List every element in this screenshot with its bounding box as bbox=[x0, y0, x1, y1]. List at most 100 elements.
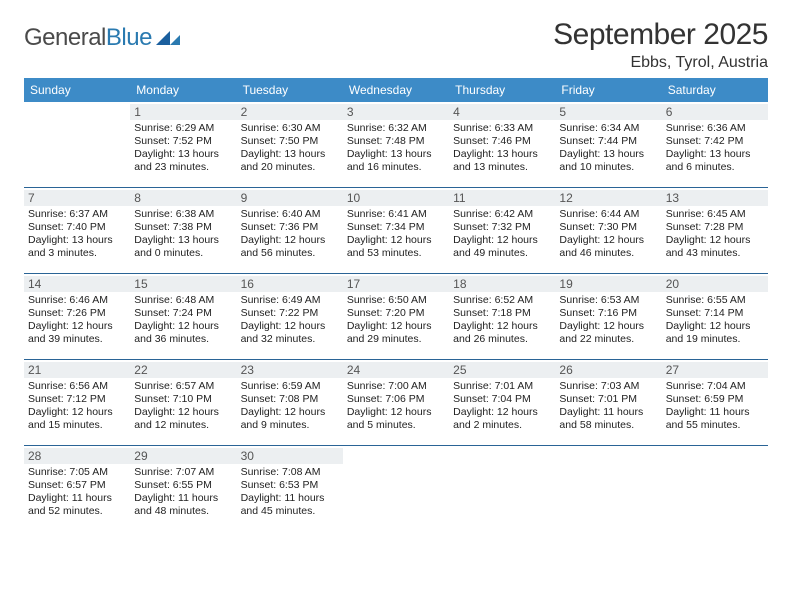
calendar-cell: 2Sunrise: 6:30 AMSunset: 7:50 PMDaylight… bbox=[237, 102, 343, 188]
day-info: Sunrise: 6:32 AMSunset: 7:48 PMDaylight:… bbox=[347, 122, 445, 175]
sunset-line: Sunset: 7:26 PM bbox=[28, 307, 126, 320]
sunrise-line: Sunrise: 7:07 AM bbox=[134, 466, 232, 479]
day-info: Sunrise: 7:04 AMSunset: 6:59 PMDaylight:… bbox=[666, 380, 764, 433]
sunrise-line: Sunrise: 7:01 AM bbox=[453, 380, 551, 393]
calendar-cell: 30Sunrise: 7:08 AMSunset: 6:53 PMDayligh… bbox=[237, 446, 343, 532]
calendar-cell: 14Sunrise: 6:46 AMSunset: 7:26 PMDayligh… bbox=[24, 274, 130, 360]
day-number: 11 bbox=[449, 190, 555, 206]
day-number: 19 bbox=[555, 276, 661, 292]
weekday-header: Sunday bbox=[24, 78, 130, 102]
header: GeneralBlue September 2025 Ebbs, Tyrol, … bbox=[24, 18, 768, 72]
logo-text: GeneralBlue bbox=[24, 24, 152, 52]
calendar-cell: 29 Sunrise: 7:07 AMSunset: 6:55 PMDayligh… bbox=[130, 446, 236, 532]
logo-word1: General bbox=[24, 24, 106, 51]
sunrise-line: Sunrise: 7:03 AM bbox=[559, 380, 657, 393]
day-info: Sunrise: 6:40 AMSunset: 7:36 PMDaylight:… bbox=[241, 208, 339, 261]
weekday-header: Thursday bbox=[449, 78, 555, 102]
daylight-line: Daylight: 12 hours and 49 minutes. bbox=[453, 234, 551, 260]
sunrise-line: Sunrise: 7:04 AM bbox=[666, 380, 764, 393]
day-number: 26 bbox=[555, 362, 661, 378]
calendar-cell: 19Sunrise: 6:53 AMSunset: 7:16 PMDayligh… bbox=[555, 274, 661, 360]
sunrise-line: Sunrise: 6:50 AM bbox=[347, 294, 445, 307]
day-number: 25 bbox=[449, 362, 555, 378]
sunset-line: Sunset: 6:53 PM bbox=[241, 479, 339, 492]
day-info: Sunrise: 6:48 AMSunset: 7:24 PMDaylight:… bbox=[134, 294, 232, 347]
day-info: Sunrise: 7:07 AMSunset: 6:55 PMDaylight:… bbox=[134, 466, 232, 519]
day-number: 29 bbox=[130, 448, 236, 464]
daylight-line: Daylight: 11 hours and 55 minutes. bbox=[666, 406, 764, 432]
calendar-cell: 8 Sunrise: 6:38 AMSunset: 7:38 PMDaylight… bbox=[130, 188, 236, 274]
day-number: 22 bbox=[130, 362, 236, 378]
daylight-line: Daylight: 12 hours and 22 minutes. bbox=[559, 320, 657, 346]
sunrise-line: Sunrise: 6:53 AM bbox=[559, 294, 657, 307]
day-info: Sunrise: 6:41 AMSunset: 7:34 PMDaylight:… bbox=[347, 208, 445, 261]
calendar-cell: 12Sunrise: 6:44 AMSunset: 7:30 PMDayligh… bbox=[555, 188, 661, 274]
calendar-cell: 25 Sunrise: 7:01 AMSunset: 7:04 PMDayligh… bbox=[449, 360, 555, 446]
daylight-line: Daylight: 13 hours and 20 minutes. bbox=[241, 148, 339, 174]
day-info: Sunrise: 7:01 AMSunset: 7:04 PMDaylight:… bbox=[453, 380, 551, 433]
day-number: 28 bbox=[24, 448, 130, 464]
daylight-line: Daylight: 11 hours and 48 minutes. bbox=[134, 492, 232, 518]
day-number: 1 bbox=[130, 104, 236, 120]
day-number: 27 bbox=[662, 362, 768, 378]
calendar-cell: 4Sunrise: 6:33 AMSunset: 7:46 PMDaylight… bbox=[449, 102, 555, 188]
daylight-line: Daylight: 13 hours and 16 minutes. bbox=[347, 148, 445, 174]
day-info: Sunrise: 6:42 AMSunset: 7:32 PMDaylight:… bbox=[453, 208, 551, 261]
day-number: 7 bbox=[24, 190, 130, 206]
sunset-line: Sunset: 6:57 PM bbox=[28, 479, 126, 492]
daylight-line: Daylight: 12 hours and 26 minutes. bbox=[453, 320, 551, 346]
weekday-header: Wednesday bbox=[343, 78, 449, 102]
day-info: Sunrise: 6:33 AMSunset: 7:46 PMDaylight:… bbox=[453, 122, 551, 175]
calendar-page: GeneralBlue September 2025 Ebbs, Tyrol, … bbox=[0, 0, 792, 532]
sunset-line: Sunset: 7:44 PM bbox=[559, 135, 657, 148]
sunset-line: Sunset: 7:24 PM bbox=[134, 307, 232, 320]
sunrise-line: Sunrise: 6:56 AM bbox=[28, 380, 126, 393]
sunset-line: Sunset: 7:20 PM bbox=[347, 307, 445, 320]
day-info: Sunrise: 7:00 AMSunset: 7:06 PMDaylight:… bbox=[347, 380, 445, 433]
daylight-line: Daylight: 13 hours and 6 minutes. bbox=[666, 148, 764, 174]
sunset-line: Sunset: 7:38 PM bbox=[134, 221, 232, 234]
day-info: Sunrise: 6:59 AMSunset: 7:08 PMDaylight:… bbox=[241, 380, 339, 433]
sunset-line: Sunset: 7:40 PM bbox=[28, 221, 126, 234]
day-number: 17 bbox=[343, 276, 449, 292]
daylight-line: Daylight: 12 hours and 39 minutes. bbox=[28, 320, 126, 346]
calendar-cell: 11 Sunrise: 6:42 AMSunset: 7:32 PMDayligh… bbox=[449, 188, 555, 274]
day-number: 6 bbox=[662, 104, 768, 120]
sunset-line: Sunset: 7:48 PM bbox=[347, 135, 445, 148]
sunrise-line: Sunrise: 6:49 AM bbox=[241, 294, 339, 307]
logo-word2: Blue bbox=[106, 24, 152, 51]
sunrise-line: Sunrise: 6:32 AM bbox=[347, 122, 445, 135]
location: Ebbs, Tyrol, Austria bbox=[553, 54, 768, 72]
sunrise-line: Sunrise: 7:00 AM bbox=[347, 380, 445, 393]
day-info: Sunrise: 6:52 AMSunset: 7:18 PMDaylight:… bbox=[453, 294, 551, 347]
sunrise-line: Sunrise: 6:42 AM bbox=[453, 208, 551, 221]
title-block: September 2025 Ebbs, Tyrol, Austria bbox=[553, 18, 768, 72]
daylight-line: Daylight: 12 hours and 46 minutes. bbox=[559, 234, 657, 260]
calendar-cell: 7Sunrise: 6:37 AMSunset: 7:40 PMDaylight… bbox=[24, 188, 130, 274]
sunset-line: Sunset: 7:42 PM bbox=[666, 135, 764, 148]
sunset-line: Sunset: 7:52 PM bbox=[134, 135, 232, 148]
daylight-line: Daylight: 13 hours and 3 minutes. bbox=[28, 234, 126, 260]
daylight-line: Daylight: 12 hours and 43 minutes. bbox=[666, 234, 764, 260]
sunrise-line: Sunrise: 6:44 AM bbox=[559, 208, 657, 221]
sunrise-line: Sunrise: 6:59 AM bbox=[241, 380, 339, 393]
sunrise-line: Sunrise: 6:40 AM bbox=[241, 208, 339, 221]
sunrise-line: Sunrise: 6:46 AM bbox=[28, 294, 126, 307]
day-info: Sunrise: 6:46 AMSunset: 7:26 PMDaylight:… bbox=[28, 294, 126, 347]
daylight-line: Daylight: 11 hours and 52 minutes. bbox=[28, 492, 126, 518]
month-title: September 2025 bbox=[553, 18, 768, 52]
day-number: 30 bbox=[237, 448, 343, 464]
sunrise-line: Sunrise: 6:45 AM bbox=[666, 208, 764, 221]
day-number: 8 bbox=[130, 190, 236, 206]
sunset-line: Sunset: 7:34 PM bbox=[347, 221, 445, 234]
sunrise-line: Sunrise: 6:57 AM bbox=[134, 380, 232, 393]
weekday-header: Tuesday bbox=[237, 78, 343, 102]
calendar-cell: 28Sunrise: 7:05 AMSunset: 6:57 PMDayligh… bbox=[24, 446, 130, 532]
day-info: Sunrise: 6:38 AMSunset: 7:38 PMDaylight:… bbox=[134, 208, 232, 261]
logo-mark-icon bbox=[156, 29, 182, 47]
day-number: 5 bbox=[555, 104, 661, 120]
sunset-line: Sunset: 7:22 PM bbox=[241, 307, 339, 320]
daylight-line: Daylight: 12 hours and 2 minutes. bbox=[453, 406, 551, 432]
calendar-cell bbox=[449, 446, 555, 532]
sunset-line: Sunset: 7:50 PM bbox=[241, 135, 339, 148]
